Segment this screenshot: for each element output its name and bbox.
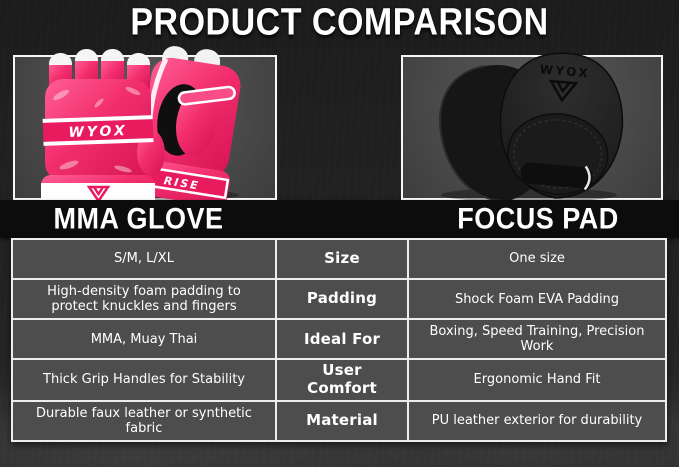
focus-pad-header: FOCUS PAD [457,202,619,235]
attribute-ideal-for: Ideal For [277,320,407,359]
glove-size-value: S/M, L/XL [13,240,275,279]
pad-stitching [513,119,603,189]
comparison-table: S/M, L/XL Size One size High-density foa… [11,238,667,442]
pad-strap-highlight [583,165,591,191]
attribute-user-comfort: User Comfort [277,360,407,400]
left-header-segment: MMA GLOVE [0,202,277,235]
pad-size-value: One size [409,240,665,279]
pad-idealfor-value: Boxing, Speed Training, Precision Work [409,320,665,359]
pad-brand-text: WYOX [539,62,591,80]
glove-idealfor-value: MMA, Muay Thai [13,320,275,359]
page-title: PRODUCT COMPARISON [130,1,549,44]
glove-material-value: Durable faux leather or synthetic fabric [13,401,275,440]
pad-strap [520,162,593,189]
glove-front: WYOX [41,49,165,215]
glove-back: RISE [133,46,241,207]
glove-brand-band: WYOX [42,115,154,146]
pad-comfort-value: Ergonomic Hand Fit [409,360,665,400]
pad-triangle-logo-icon [548,79,579,103]
focus-pad-photo-panel: WYOX [401,52,663,202]
glove-triangle-logo-icon [86,185,111,204]
glove-comfort-value: Thick Grip Handles for Stability [13,360,275,400]
attribute-size: Size [277,240,407,279]
attribute-padding: Padding [277,280,407,319]
mma-glove-header: MMA GLOVE [53,202,224,235]
glove-cuff-text: RISE [163,174,201,192]
glove-band-text: WYOX [68,123,128,141]
column-header-bar: MMA GLOVE FOCUS PAD [0,200,679,238]
focus-pad-front: WYOX [499,52,624,199]
pad-material-value: PU leather exterior for durability [409,401,665,440]
mma-glove-photo-panel: RISE [13,46,277,215]
focus-pad-image: WYOX [439,52,624,202]
glove-padding-value: High-density foam padding to protect knu… [13,280,275,319]
right-header-segment: FOCUS PAD [407,202,669,235]
mma-glove-image: RISE [41,46,241,215]
attribute-material: Material [277,401,407,440]
pad-padding-value: Shock Foam EVA Padding [409,280,665,319]
